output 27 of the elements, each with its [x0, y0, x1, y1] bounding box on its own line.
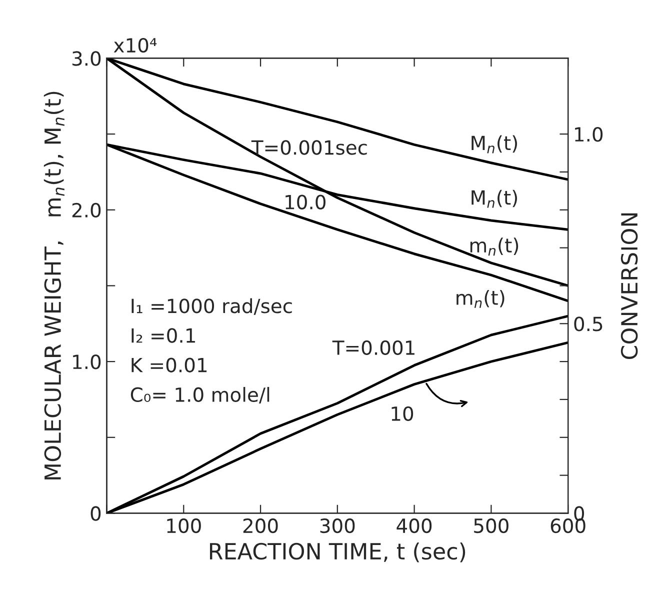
x-tick-label: 200 — [243, 518, 278, 534]
x-tick-label: 300 — [320, 518, 355, 534]
y-axis-title: MOLECULAR WEIGHT, m$_{n}$(t), M$_{n}$(t) — [44, 92, 64, 480]
annotation: K =0.01 — [132, 358, 207, 372]
y-tick-label: 0 — [90, 506, 101, 521]
annotation: 10.0 — [286, 194, 326, 210]
annotation: m$_{n}$(t) — [456, 290, 504, 308]
y-tick-label: 1.0 — [73, 354, 101, 370]
x-tick-label: 100 — [167, 518, 201, 534]
annotation: m$_{n}$(t) — [470, 238, 518, 256]
annotation: T=0.001 — [332, 340, 414, 356]
y-tick-label: 2.0 — [72, 202, 101, 218]
annotation: C₀= 1.0 mole/l — [130, 386, 270, 404]
annotation: M$_{n}$(t) — [472, 135, 517, 154]
annotation: 10 — [392, 406, 414, 422]
annotation: T=0.001sec — [251, 140, 367, 155]
y2-axis-title: CONVERSION — [620, 213, 638, 360]
y-tick-label: 3.0 — [72, 51, 101, 66]
y2-tick-label: 0.5 — [574, 316, 602, 332]
annotation: M$_{n}$(t) — [472, 190, 517, 208]
x-tick-label: 500 — [474, 518, 508, 534]
text: x10⁴ — [114, 38, 157, 53]
annotation: I₂ =0.1 — [132, 328, 195, 343]
x-axis-title: REACTION TIME, t (sec) — [210, 542, 466, 562]
x-tick-label: 400 — [396, 518, 432, 534]
annotation: I₁ =1000 rad/sec — [132, 298, 292, 315]
y2-tick-label: 1.0 — [575, 127, 603, 142]
